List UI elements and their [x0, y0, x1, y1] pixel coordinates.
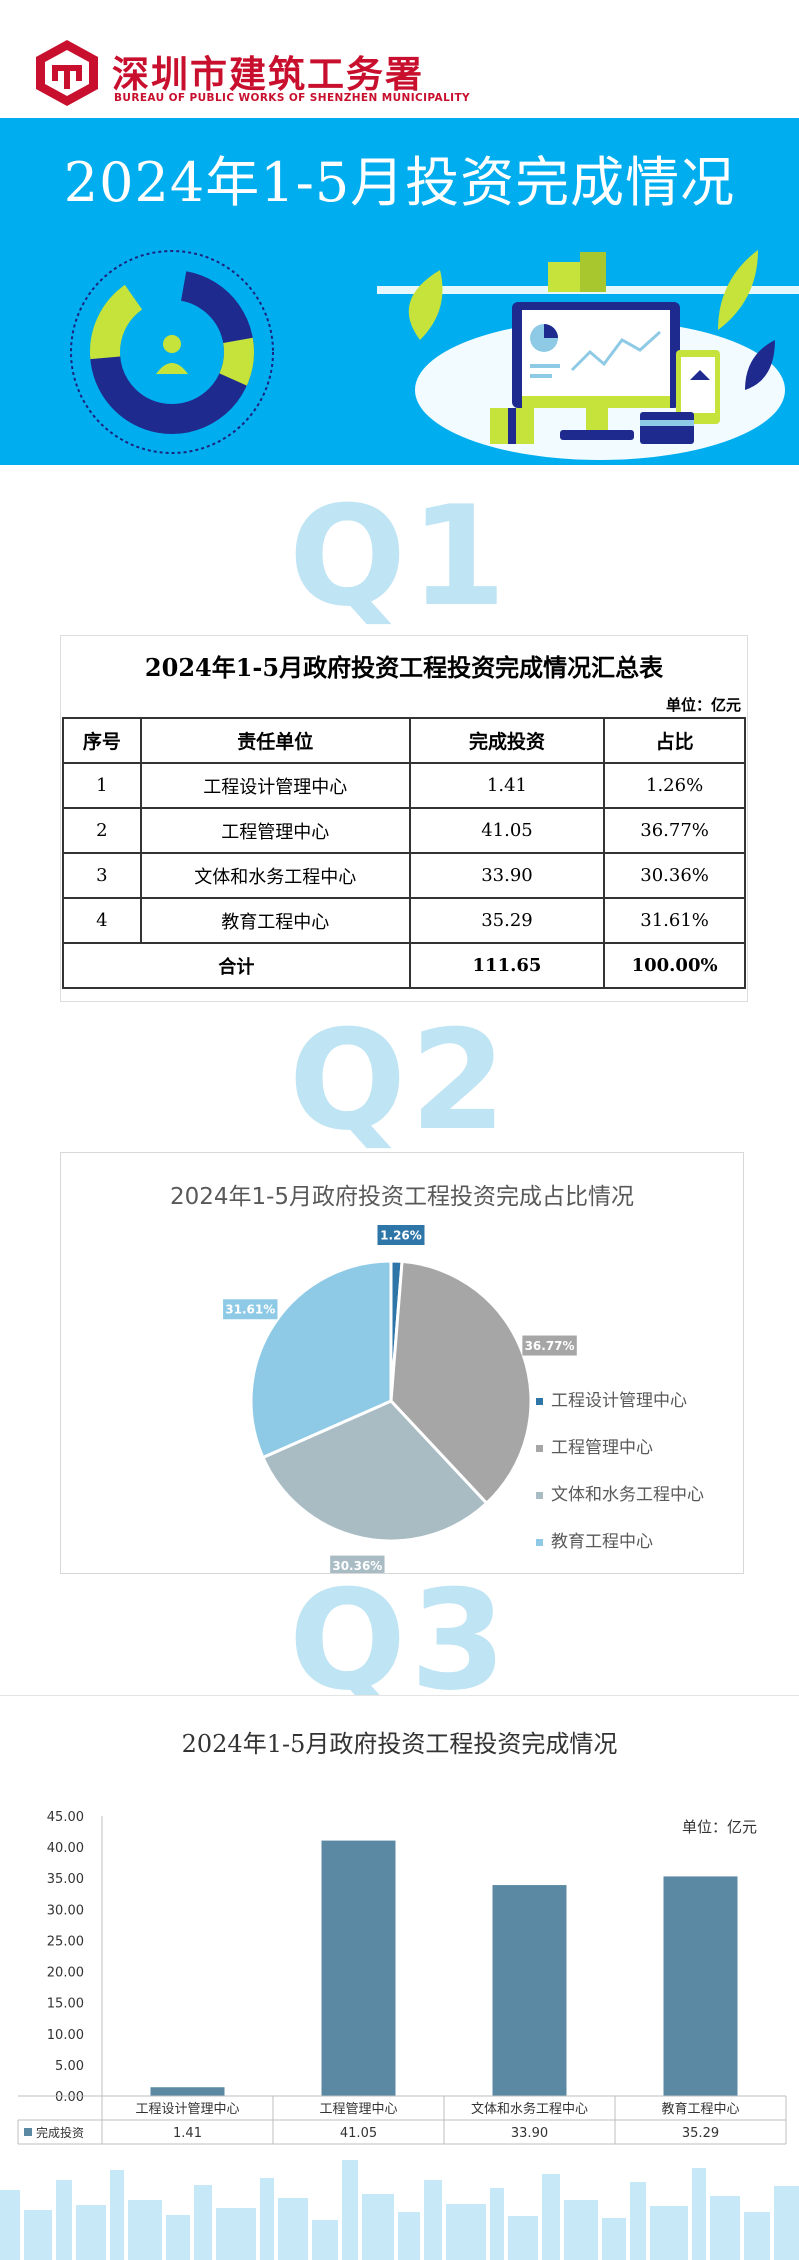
donut-illustration: [70, 250, 274, 454]
investment-summary-table: 2024年1-5月政府投资工程投资完成情况汇总表 单位：亿元 序号 责任单位 完…: [60, 635, 748, 1002]
section-q1-marker: Q1: [288, 476, 511, 637]
pie-data-label: 36.77%: [525, 1339, 575, 1353]
pie-slice: [249, 1259, 393, 1460]
bar-data-label: 35.29: [682, 2126, 719, 2141]
x-category-label: 教育工程中心: [661, 2101, 739, 2117]
cell-share: 1.26%: [603, 762, 746, 809]
computer-illustration: [377, 250, 799, 460]
cell-index: 1: [62, 762, 142, 809]
bar-chart-panel: 2024年1-5月政府投资工程投资完成情况 单位：亿元 0.00 5.00 10.0…: [0, 1695, 799, 2156]
bar: [492, 1885, 567, 2096]
y-tick-label: 15.00: [47, 1997, 84, 2012]
table-header-row: 序号 责任单位 完成投资 占比: [62, 717, 746, 764]
pie-data-label-box: [330, 1555, 385, 1573]
cell-unit-name: 工程管理中心: [139, 807, 411, 854]
legend-swatch: [24, 2128, 32, 2136]
pie-chart-title: 2024年1-5月政府投资工程投资完成占比情况: [169, 1184, 635, 1210]
header-unit-name: 责任单位: [139, 717, 411, 764]
header-investment: 完成投资: [408, 717, 606, 764]
legend-swatch: [536, 1398, 543, 1405]
cell-investment: 33.90: [408, 852, 606, 899]
pie-slice: [260, 1399, 489, 1543]
legend-swatch: [536, 1445, 543, 1452]
org-name-en: BUREAU OF PUBLIC WORKS OF SHENZHEN MUNIC…: [114, 92, 471, 104]
legend-swatch: [536, 1492, 543, 1499]
cell-index: 2: [62, 807, 142, 854]
legend-entry: 文体和水务工程中心: [551, 1485, 704, 1505]
table-unit: 单位：亿元: [665, 696, 741, 714]
total-label: 合计: [62, 942, 411, 989]
cell-unit-name: 教育工程中心: [139, 897, 411, 944]
section-q3-marker: Q3: [288, 1560, 511, 1721]
logo-band: [0, 0, 799, 118]
org-name: 深圳市建筑工务署: [112, 53, 424, 96]
legend-entry: 工程设计管理中心: [551, 1391, 687, 1411]
cell-index: 4: [62, 897, 142, 944]
bar-data-label: 33.90: [511, 2126, 548, 2141]
city-skyline-decoration: [0, 2160, 799, 2260]
cell-share: 31.61%: [603, 897, 746, 944]
bar-data-label: 1.41: [173, 2126, 202, 2141]
cell-investment: 35.29: [408, 897, 606, 944]
y-tick-label: 40.00: [47, 1841, 84, 1856]
table-total-row: 合计 111.65 100.00%: [62, 942, 746, 989]
pie-data-label-box: [522, 1335, 577, 1356]
cell-unit-name: 工程设计管理中心: [139, 762, 411, 809]
bar-chart: 0.00 5.00 10.00 15.00 20.00 25.00 30.00 35.00 40…: [17, 1810, 787, 2145]
pie-data-label: 1.26%: [380, 1229, 422, 1243]
cell-investment: 41.05: [408, 807, 606, 854]
legend-entry: 工程管理中心: [551, 1438, 653, 1458]
y-tick-label: 25.00: [47, 1934, 84, 1949]
legend-swatch: [536, 1539, 543, 1546]
bar-chart-title: 2024年1-5月政府投资工程投资完成情况: [181, 1730, 618, 1758]
page-title: 2024年1-5月投资完成情况: [63, 151, 736, 214]
y-tick-label: 0.00: [55, 2090, 84, 2105]
header-share: 占比: [603, 717, 746, 764]
bar: [663, 1876, 738, 2096]
cell-share: 36.77%: [603, 807, 746, 854]
legend-entry: 教育工程中心: [551, 1532, 653, 1552]
pie-data-label-box: [223, 1299, 278, 1320]
summary-table: 序号 责任单位 完成投资 占比 1 工程设计管理中心 1.41 1.26% 2 …: [62, 717, 746, 989]
total-investment: 111.65: [408, 942, 606, 989]
y-tick-label: 30.00: [47, 1903, 84, 1918]
x-category-label: 工程设计管理中心: [135, 2102, 239, 2117]
pie-chart-panel: 2024年1-5月政府投资工程投资完成占比情况 1.26% 36.77% 30.36…: [60, 1152, 744, 1574]
legend-entry: 完成投资: [36, 2125, 84, 2140]
section-q2-marker: Q2: [288, 1000, 511, 1161]
table-title: 2024年1-5月政府投资工程投资完成情况汇总表: [144, 653, 664, 682]
table-row: 4 教育工程中心 35.29 31.61%: [62, 897, 746, 944]
table-row: 3 文体和水务工程中心 33.90 30.36%: [62, 852, 746, 899]
bar-data-label: 41.05: [340, 2126, 377, 2141]
cell-index: 3: [62, 852, 142, 899]
y-tick-label: 20.00: [47, 1966, 84, 1981]
cell-share: 30.36%: [603, 852, 746, 899]
bar: [321, 1840, 396, 2096]
header-illustration: [70, 250, 799, 460]
cell-investment: 1.41: [408, 762, 606, 809]
pie-data-label: 30.36%: [332, 1559, 382, 1573]
cell-unit-name: 文体和水务工程中心: [139, 852, 411, 899]
y-tick-label: 35.00: [47, 1872, 84, 1887]
table-row: 1 工程设计管理中心 1.41 1.26%: [62, 762, 746, 809]
header-index: 序号: [62, 717, 142, 764]
y-tick-label: 45.00: [47, 1810, 84, 1825]
total-share: 100.00%: [603, 942, 746, 989]
bureau-logo-icon: [36, 40, 98, 106]
x-category-label: 工程管理中心: [319, 2102, 397, 2117]
pie-data-label-box: [377, 1225, 425, 1245]
table-row: 2 工程管理中心 41.05 36.77%: [62, 807, 746, 854]
pie-chart: 1.26% 36.77% 30.36% 31.61% 工程设计管理中心工程管理中心文体…: [223, 1225, 704, 1573]
header-banner: 深圳市建筑工务署 BUREAU OF PUBLIC WORKS OF SHENZ…: [0, 0, 799, 465]
pie-data-label: 31.61%: [225, 1303, 275, 1317]
bar-chart-unit: 单位：亿元: [682, 1818, 758, 1836]
y-tick-label: 5.00: [55, 2059, 84, 2074]
x-category-label: 文体和水务工程中心: [471, 2101, 588, 2117]
y-tick-label: 10.00: [47, 2028, 84, 2043]
bar: [150, 2087, 225, 2096]
user-icon: [163, 335, 181, 353]
